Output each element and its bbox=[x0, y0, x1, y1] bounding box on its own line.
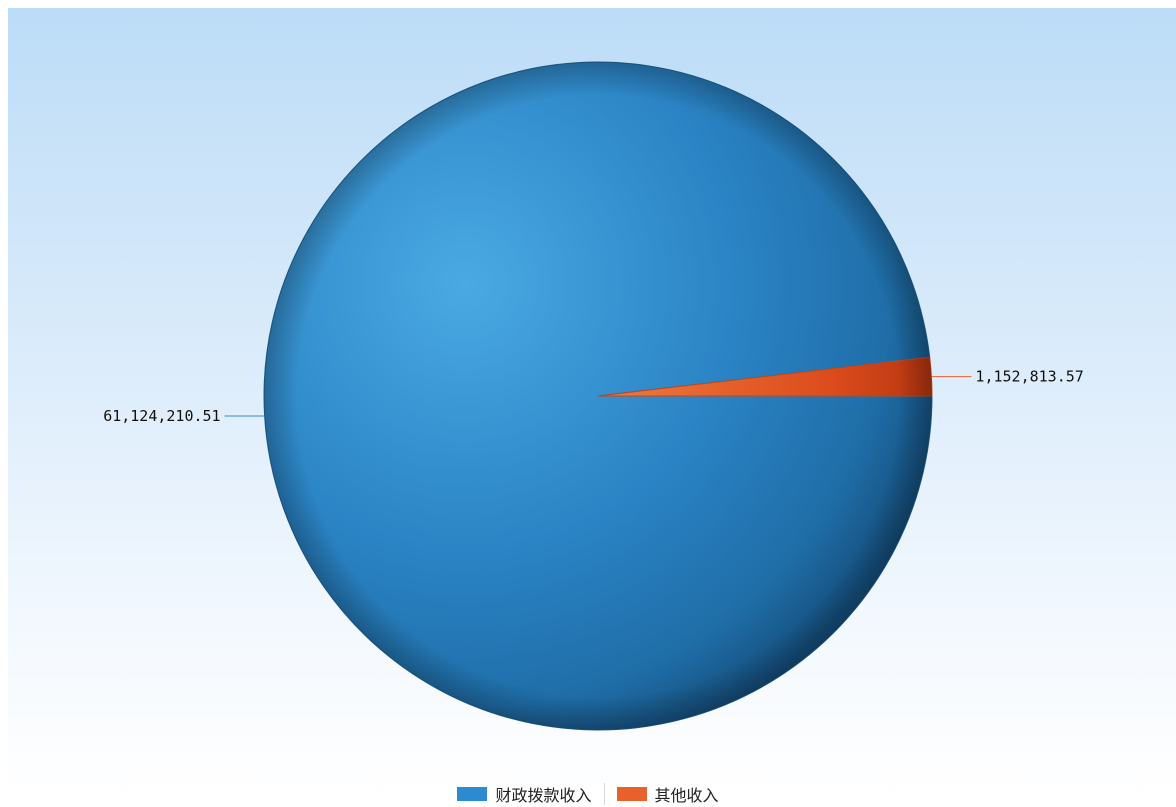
legend-item-other-income[interactable]: 其他收入 bbox=[603, 783, 731, 805]
legend-swatch-other-income bbox=[616, 787, 647, 801]
pie-data-labels: 61,124,210.51 1,152,813.57 bbox=[103, 368, 1084, 425]
legend-label-other-income: 其他收入 bbox=[654, 786, 719, 805]
pie-chart: 61,124,210.51 1,152,813.57 bbox=[103, 61, 1084, 731]
legend-label-fiscal-appropriation: 财政拨款收入 bbox=[495, 786, 592, 805]
pie-slices bbox=[263, 61, 933, 731]
legend-item-fiscal-appropriation[interactable]: 财政拨款收入 bbox=[445, 783, 603, 805]
chart-legend: 财政拨款收入 其他收入 bbox=[0, 781, 1176, 807]
data-label-fiscal-appropriation: 61,124,210.51 bbox=[103, 407, 220, 425]
legend-swatch-fiscal-appropriation bbox=[457, 787, 488, 801]
data-label-other-income: 1,152,813.57 bbox=[975, 368, 1083, 386]
